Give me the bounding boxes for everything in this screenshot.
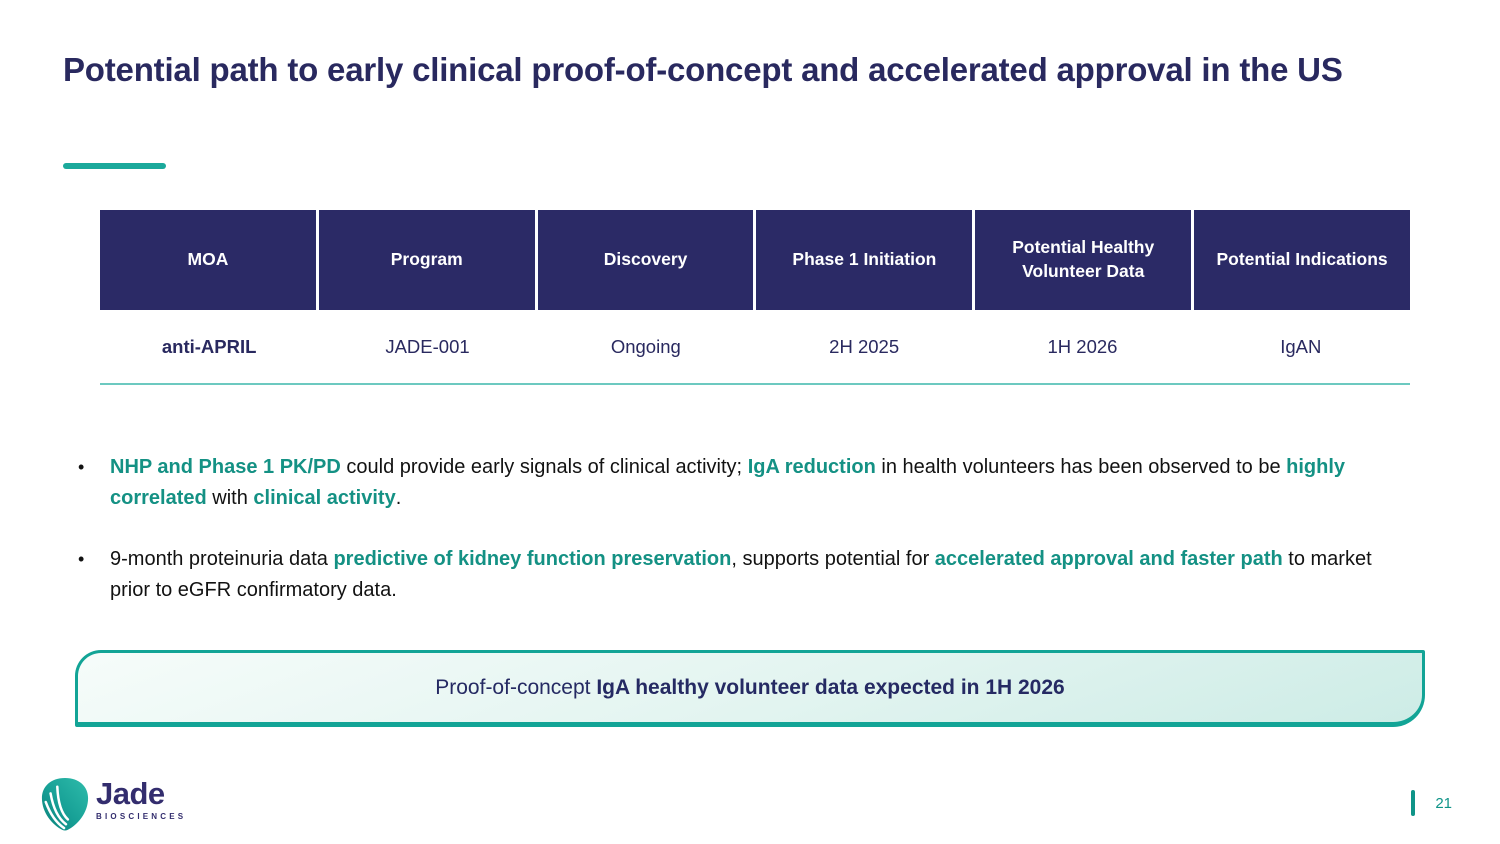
cell-phase1-initiation: 2H 2025 bbox=[829, 335, 900, 357]
table-header-moa: MOA bbox=[100, 210, 316, 310]
table-header-program: Program bbox=[318, 210, 535, 310]
highlight-accelerated-approval-faster-path: accelerated approval and faster path bbox=[934, 548, 1283, 570]
bullet-marker: • bbox=[78, 457, 85, 477]
bullet2-plain-3: to market prior to eGFR confirmatory dat… bbox=[110, 548, 1372, 601]
title-accent-bar bbox=[63, 163, 166, 169]
highlight-clinical-activity: clinical activity bbox=[253, 487, 396, 509]
bullet-text-2: 9-month proteinuria data predictive of k… bbox=[110, 544, 1410, 606]
slide-title: Potential path to early clinical proof-o… bbox=[63, 51, 1343, 88]
highlight-predictive-kidney-preservation: predictive of kidney function preservati… bbox=[333, 548, 732, 570]
bullet2-plain-2: , supports potential for bbox=[731, 548, 935, 570]
banner-text: Proof-of-concept IgA healthy volunteer d… bbox=[435, 676, 1064, 700]
cell-moa: anti-APRIL bbox=[161, 335, 257, 357]
bullet-marker: • bbox=[78, 549, 85, 569]
bullet2-plain-1: 9-month proteinuria data bbox=[110, 548, 334, 570]
table-header-discovery: Discovery bbox=[537, 210, 754, 310]
table-header-potential-indications: Potential Indications bbox=[1194, 210, 1410, 310]
logo-subtext: BIOSCIENCES bbox=[96, 812, 187, 821]
logo-text-column: Jade BIOSCIENCES bbox=[96, 776, 186, 821]
bullet1-plain-2: in health volunteers has been observed t… bbox=[875, 456, 1287, 478]
bullet1-plain-4: . bbox=[395, 487, 402, 509]
page-number: 21 bbox=[1435, 794, 1452, 812]
cell-program: JADE-001 bbox=[385, 335, 470, 357]
bullet-item-1: • NHP and Phase 1 PK/PD could provide ea… bbox=[78, 452, 1418, 514]
bullet1-plain-1: could provide early signals of clinical … bbox=[340, 456, 748, 478]
logo-wordmark: Jade bbox=[96, 776, 165, 811]
page-number-block: 21 bbox=[1411, 790, 1452, 816]
banner-text-normal: Proof-of-concept bbox=[435, 675, 597, 699]
page-number-accent-bar bbox=[1411, 790, 1416, 816]
bullet-item-2: • 9-month proteinuria data predictive of… bbox=[78, 544, 1418, 606]
cell-potential-indications: IgAN bbox=[1280, 335, 1322, 357]
highlight-iga-reduction: IgA reduction bbox=[747, 456, 876, 478]
highlight-nhp-phase1-pkpd: NHP and Phase 1 PK/PD bbox=[110, 456, 341, 478]
table-header-potential-healthy-volunteer-data: Potential Healthy Volunteer Data bbox=[975, 210, 1192, 310]
bullet-text-1: NHP and Phase 1 PK/PD could provide earl… bbox=[110, 452, 1410, 514]
bullet-list: • NHP and Phase 1 PK/PD could provide ea… bbox=[78, 452, 1418, 636]
jade-leaf-icon bbox=[41, 778, 89, 831]
cell-discovery: Ongoing bbox=[610, 335, 681, 357]
key-message-banner: Proof-of-concept IgA healthy volunteer d… bbox=[75, 650, 1425, 727]
table-header-phase1-initiation: Phase 1 Initiation bbox=[756, 210, 973, 310]
jade-biosciences-logo: Jade BIOSCIENCES bbox=[40, 776, 186, 832]
highlight-highly-correlated: highly correlated bbox=[110, 456, 1346, 509]
table-data-row: anti-APRIL JADE-001 Ongoing 2H 2025 1H 2… bbox=[100, 310, 1410, 385]
table-header-row: MOA Program Discovery Phase 1 Initiation… bbox=[100, 210, 1410, 310]
cell-potential-healthy-volunteer-data: 1H 2026 bbox=[1047, 335, 1118, 357]
banner-text-bold: IgA healthy volunteer data expected in 1… bbox=[596, 675, 1065, 699]
program-table: MOA Program Discovery Phase 1 Initiation… bbox=[100, 210, 1410, 385]
bullet1-plain-3: with bbox=[206, 487, 254, 509]
